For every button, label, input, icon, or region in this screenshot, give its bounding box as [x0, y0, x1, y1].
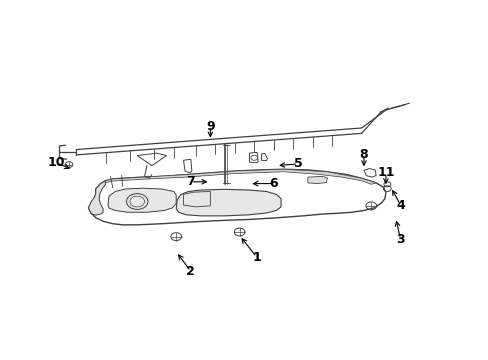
Text: 5: 5: [293, 157, 302, 170]
Polygon shape: [307, 176, 327, 184]
Text: 10: 10: [48, 156, 65, 169]
Text: 1: 1: [252, 251, 261, 264]
Text: 11: 11: [376, 166, 394, 179]
Polygon shape: [108, 188, 176, 212]
Text: 3: 3: [395, 233, 404, 246]
Text: 2: 2: [186, 265, 195, 278]
Text: 8: 8: [359, 148, 367, 161]
Text: 7: 7: [186, 175, 195, 188]
Polygon shape: [105, 169, 375, 184]
Text: 4: 4: [395, 199, 404, 212]
Polygon shape: [176, 189, 281, 216]
Text: 6: 6: [269, 177, 278, 190]
Text: 9: 9: [205, 120, 214, 133]
Polygon shape: [88, 181, 105, 215]
